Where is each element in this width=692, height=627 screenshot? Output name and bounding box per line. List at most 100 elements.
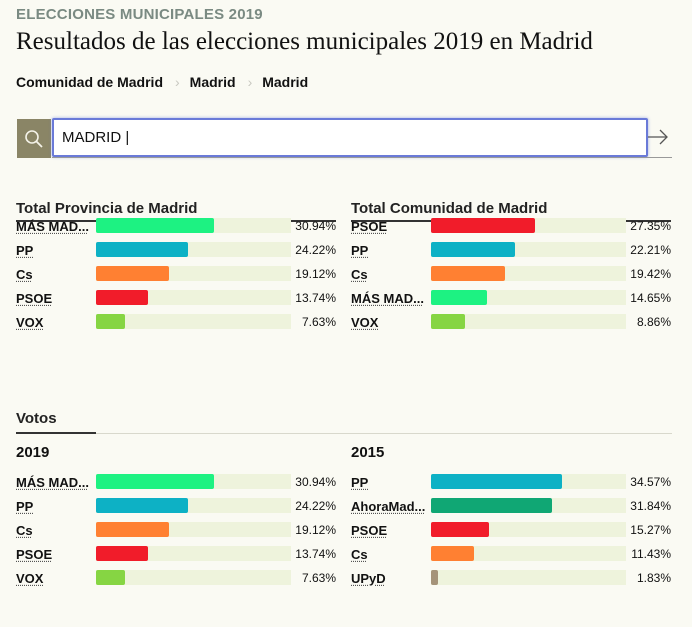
vote-bar xyxy=(431,474,563,489)
result-row: Cs 19.12% xyxy=(16,519,336,543)
vote-bar xyxy=(431,522,490,537)
result-row: Cs 19.42% xyxy=(351,263,671,287)
vote-percentage: 11.43% xyxy=(631,547,671,561)
result-row: VOX 8.86% xyxy=(351,311,671,335)
party-name[interactable]: MÁS MAD... xyxy=(16,219,89,234)
result-row: PP 34.57% xyxy=(351,471,671,495)
bar-track xyxy=(96,498,291,513)
vote-percentage: 30.94% xyxy=(295,219,336,233)
vote-percentage: 34.57% xyxy=(630,475,671,489)
vote-percentage: 30.94% xyxy=(295,475,336,489)
vote-bar xyxy=(431,290,487,305)
panel-title: Total Comunidad de Madrid xyxy=(351,200,548,217)
vote-bar xyxy=(96,498,189,513)
vote-bar xyxy=(431,218,535,233)
vote-percentage: 24.22% xyxy=(295,243,336,257)
bar-track xyxy=(96,570,291,585)
panel-comunidad: Total Comunidad de Madrid PSOE 27.35% PP 22… xyxy=(351,200,671,330)
party-name[interactable]: AhoraMad... xyxy=(351,499,426,514)
panel-title: Total Provincia de Madrid xyxy=(16,200,198,217)
bar-track xyxy=(96,242,291,257)
breadcrumb-item-comunidad[interactable]: Comunidad de Madrid xyxy=(16,74,163,90)
panel-provincia: Total Provincia de Madrid MÁS MAD... 30.9… xyxy=(16,200,336,330)
vote-percentage: 13.74% xyxy=(295,547,336,561)
vote-bar xyxy=(96,242,189,257)
vote-percentage: 13.74% xyxy=(295,291,336,305)
bar-track xyxy=(96,546,291,561)
party-name[interactable]: Cs xyxy=(16,267,33,282)
vote-bar xyxy=(431,242,516,257)
vote-percentage: 19.12% xyxy=(295,267,336,281)
party-name[interactable]: PP xyxy=(351,475,369,490)
vote-percentage: 8.86% xyxy=(636,315,671,329)
result-row: Cs 19.12% xyxy=(16,263,336,287)
result-row: AhoraMad... 31.84% xyxy=(351,495,671,519)
bar-track xyxy=(96,266,291,281)
result-row: PSOE 13.74% xyxy=(16,287,336,311)
bar-track xyxy=(431,218,626,233)
vote-bar xyxy=(431,266,505,281)
vote-percentage: 27.35% xyxy=(630,219,671,233)
bar-track xyxy=(431,314,626,329)
party-name[interactable]: PSOE xyxy=(351,523,388,538)
panel-2015: 2015 PP 34.57% AhoraMad... 31.84% PSOE 15.27%… xyxy=(351,444,671,586)
result-row: PSOE 13.74% xyxy=(16,543,336,567)
vote-percentage: 15.27% xyxy=(630,523,671,537)
page-title: Resultados de las elecciones municipales… xyxy=(16,28,593,55)
result-row: PSOE 15.27% xyxy=(351,519,671,543)
vote-percentage: 31.84% xyxy=(630,499,671,513)
result-row: PP 24.22% xyxy=(16,239,336,263)
bar-track xyxy=(431,570,626,585)
vote-bar xyxy=(96,218,214,233)
vote-bar xyxy=(96,522,169,537)
result-row: VOX 7.63% xyxy=(16,567,336,591)
vote-percentage: 22.21% xyxy=(630,243,671,257)
party-name[interactable]: PSOE xyxy=(16,547,53,562)
bar-track xyxy=(431,546,626,561)
result-row: UPyD 1.83% xyxy=(351,567,671,591)
vote-bar xyxy=(96,314,125,329)
party-name[interactable]: Cs xyxy=(16,523,33,538)
result-row: MÁS MAD... 30.94% xyxy=(16,215,336,239)
bar-track xyxy=(431,498,626,513)
vote-bar xyxy=(96,546,149,561)
search-input[interactable] xyxy=(52,118,648,157)
section-kicker: ELECCIONES MUNICIPALES 2019 xyxy=(16,6,263,23)
party-name[interactable]: VOX xyxy=(16,571,44,586)
bar-track xyxy=(431,266,626,281)
result-row: Cs 11.43% xyxy=(351,543,671,567)
party-name[interactable]: Cs xyxy=(351,547,368,562)
bar-track xyxy=(96,474,291,489)
vote-percentage: 14.65% xyxy=(630,291,671,305)
result-row: PP 24.22% xyxy=(16,495,336,519)
party-name[interactable]: PSOE xyxy=(351,219,388,234)
party-name[interactable]: MÁS MAD... xyxy=(351,291,424,306)
party-name[interactable]: VOX xyxy=(16,315,44,330)
vote-bar xyxy=(96,570,125,585)
chevron-right-icon: › xyxy=(247,74,253,90)
vote-bar xyxy=(96,474,214,489)
party-name[interactable]: UPyD xyxy=(351,571,386,586)
year-label: 2015 xyxy=(351,444,385,461)
vote-bar xyxy=(431,498,553,513)
vote-percentage: 24.22% xyxy=(295,499,336,513)
result-row: MÁS MAD... 30.94% xyxy=(16,471,336,495)
party-name[interactable]: PP xyxy=(16,499,34,514)
breadcrumb-item-municipio[interactable]: Madrid xyxy=(262,74,309,90)
party-name[interactable]: MÁS MAD... xyxy=(16,475,89,490)
party-name[interactable]: PP xyxy=(351,243,369,258)
party-name[interactable]: PP xyxy=(16,243,34,258)
party-name[interactable]: VOX xyxy=(351,315,379,330)
vote-percentage: 7.63% xyxy=(301,315,336,329)
section-divider xyxy=(16,432,672,434)
vote-percentage: 1.83% xyxy=(636,571,671,585)
bar-track xyxy=(96,522,291,537)
bar-track xyxy=(431,290,626,305)
vote-percentage: 19.42% xyxy=(630,267,671,281)
bar-track xyxy=(96,314,291,329)
search-icon xyxy=(17,119,51,158)
breadcrumb-item-provincia[interactable]: Madrid xyxy=(189,74,236,90)
party-name[interactable]: PSOE xyxy=(16,291,53,306)
arrow-right-icon[interactable] xyxy=(646,126,670,148)
party-name[interactable]: Cs xyxy=(351,267,368,282)
